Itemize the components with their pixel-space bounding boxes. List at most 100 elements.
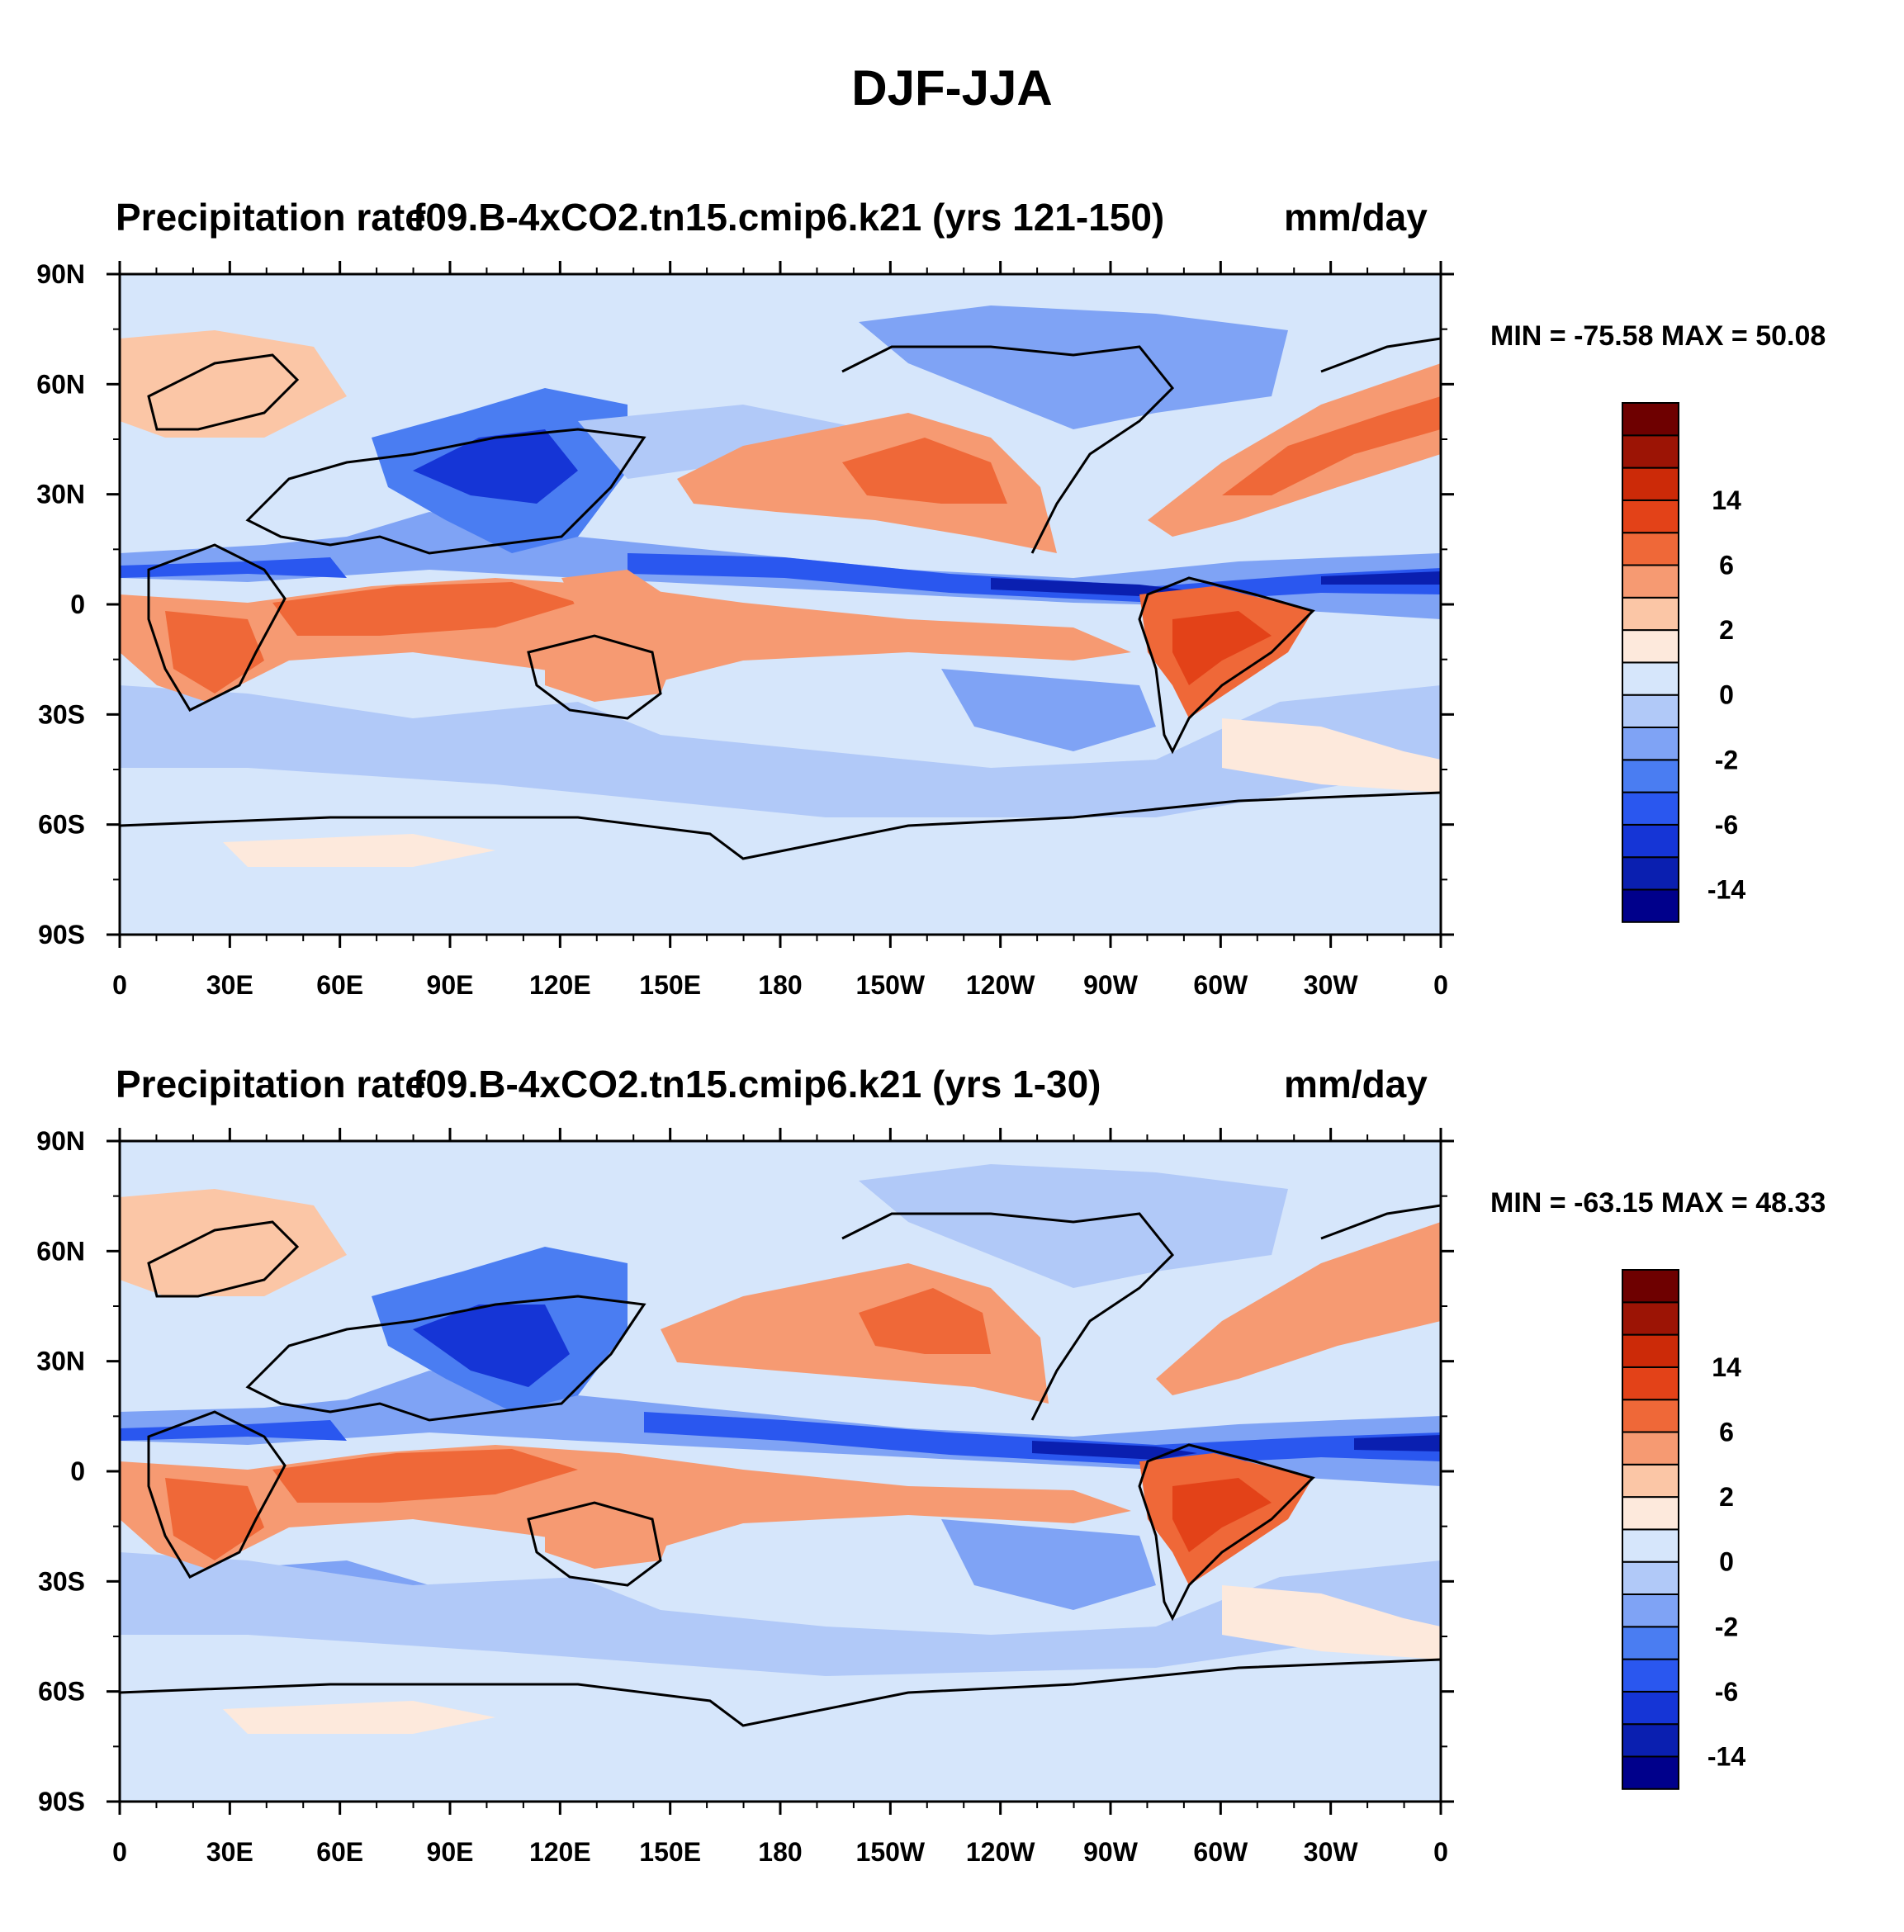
- colorbar-label: -6: [1715, 810, 1738, 840]
- lon-label: 180: [758, 1837, 802, 1867]
- lon-label: 60W: [1193, 1837, 1248, 1867]
- colorbar: 14 6 2 0 -2 -6 -14: [1622, 402, 1745, 923]
- colorbar-box: [1622, 1496, 1679, 1531]
- colorbar-box: [1622, 727, 1679, 761]
- lat-label: 60S: [38, 1677, 85, 1707]
- africa-wet-core: [165, 1478, 264, 1560]
- colorbar-label: 14: [1712, 485, 1741, 515]
- australia-wet: [545, 1494, 677, 1569]
- panel-left-title: Precipitation rate: [116, 196, 426, 239]
- itcz-deep: [991, 571, 1441, 596]
- itcz-deep: [1032, 1435, 1441, 1460]
- lat-label: 0: [70, 1456, 85, 1486]
- lon-label: 120E: [529, 1837, 591, 1867]
- coastlines: [120, 337, 1441, 860]
- colorbar-box: [1622, 661, 1679, 696]
- southern-ocean-dry: [120, 1552, 1441, 1676]
- north-america-dry: [859, 305, 1288, 429]
- lat-label: 90S: [38, 920, 85, 949]
- colorbar: 14 6 2 0 -2 -6 -14: [1622, 1269, 1745, 1790]
- colorbar-box: [1622, 1528, 1679, 1563]
- panel-center-title: f09.B-4xCO2.tn15.cmip6.k21 (yrs 1-30): [413, 1063, 1101, 1106]
- southern-pale-wet: [223, 718, 1441, 867]
- colorbar-box: [1622, 1723, 1679, 1758]
- lat-label: 30N: [36, 480, 85, 509]
- lon-label: 90E: [427, 1837, 474, 1867]
- lon-label: 120W: [966, 1837, 1035, 1867]
- north-pacific-wet-core: [859, 1288, 991, 1354]
- indian-ocean-wet: [272, 1449, 578, 1503]
- colorbar-label: 6: [1719, 551, 1734, 580]
- maritime-continent-wet: [561, 570, 677, 619]
- map-panel-2: Precipitation rate f09.B-4xCO2.tn15.cmip…: [0, 1057, 1904, 1932]
- north-america-dry: [859, 1164, 1288, 1288]
- figure-title: DJF-JJA: [851, 60, 1053, 116]
- colorbar-box: [1622, 1658, 1679, 1693]
- panel-units: mm/day: [1284, 1063, 1428, 1106]
- colorbar-box: [1622, 1431, 1679, 1466]
- coastlines: [120, 1204, 1441, 1727]
- colorbar-label: -6: [1715, 1677, 1738, 1707]
- lon-label: 60E: [316, 970, 363, 1000]
- lon-label: 30E: [206, 970, 253, 1000]
- lat-label: 60N: [36, 369, 85, 399]
- lon-label: 60W: [1193, 970, 1248, 1000]
- colorbar-box: [1622, 1463, 1679, 1499]
- lon-label: 30W: [1304, 970, 1359, 1000]
- lon-label: 180: [758, 970, 802, 1000]
- lon-label: 30W: [1304, 1837, 1359, 1867]
- colorbar-box: [1622, 1560, 1679, 1596]
- lat-label: 60N: [36, 1236, 85, 1266]
- lon-label: 0: [1433, 970, 1448, 1000]
- colorbar-box: [1622, 564, 1679, 599]
- map-panel-1: Precipitation rate f09.B-4xCO2.tn15.cmip…: [0, 190, 1904, 1065]
- colorbar-box: [1622, 791, 1679, 826]
- axis-ticks: 90N 60N 30N 0 30S 60S 90S 0 30E 60E 90E 120E 150E 180…: [36, 259, 1454, 1000]
- colorbar-label: 0: [1719, 680, 1734, 710]
- colorbar-box: [1622, 823, 1679, 859]
- panel-units: mm/day: [1284, 196, 1428, 239]
- precipitation-map-2: 90N 60N 30N 0 30S 60S 90S 0 30E 60E 90E 120E 150E 180…: [36, 1126, 1745, 1867]
- indian-ocean-wet: [272, 582, 578, 636]
- lon-label: 0: [1433, 1837, 1448, 1867]
- australia-wet: [545, 627, 677, 702]
- south-america-core: [1172, 1478, 1272, 1552]
- colorbar-box: [1622, 499, 1679, 534]
- colorbar-box: [1622, 856, 1679, 891]
- south-pacific-dry: [941, 669, 1156, 751]
- precipitation-map-1: 90N 60N 30N 0 30S 60S 90S 0 30E 60E 90E 120E 150E 180…: [36, 259, 1745, 1000]
- colorbar-box: [1622, 1269, 1679, 1304]
- lon-label: 90E: [427, 970, 474, 1000]
- east-asia-core: [413, 1305, 570, 1387]
- africa-wet-core: [165, 611, 264, 694]
- colorbar-label: -14: [1707, 1742, 1745, 1772]
- panel-center-title: f09.B-4xCO2.tn15.cmip6.k21 (yrs 121-150): [413, 196, 1165, 239]
- colorbar-box: [1622, 1366, 1679, 1401]
- panel-min-max: MIN = -63.15 MAX = 48.33: [1490, 1187, 1826, 1219]
- colorbar-label: 14: [1712, 1352, 1741, 1382]
- colorbar-label: 2: [1719, 615, 1734, 645]
- colorbar-box: [1622, 596, 1679, 632]
- panel-min-max: MIN = -75.58 MAX = 50.08: [1490, 320, 1826, 352]
- lat-label: 90N: [36, 259, 85, 289]
- lon-label: 30E: [206, 1837, 253, 1867]
- lon-label: 120E: [529, 970, 591, 1000]
- north-atlantic-wet: [1156, 1222, 1441, 1395]
- lat-label: 30N: [36, 1347, 85, 1376]
- europe-wet: [120, 330, 347, 438]
- colorbar-box: [1622, 694, 1679, 729]
- colorbar-box: [1622, 466, 1679, 501]
- lat-label: 30S: [38, 699, 85, 729]
- axis-ticks: 90N 60N 30N 0 30S 60S 90S 0 30E 60E 90E 120E 150E 180…: [36, 1126, 1454, 1867]
- colorbar-box: [1622, 759, 1679, 793]
- lon-label: 0: [112, 1837, 127, 1867]
- south-america-core: [1172, 611, 1272, 685]
- east-asia-core: [413, 429, 578, 504]
- lon-label: 150W: [856, 970, 926, 1000]
- north-pacific-wet-core: [842, 438, 1007, 504]
- colorbar-box: [1622, 532, 1679, 566]
- lon-label: 90W: [1083, 1837, 1139, 1867]
- europe-wet: [120, 1189, 347, 1296]
- colorbar-box: [1622, 1690, 1679, 1726]
- colorbar-box: [1622, 434, 1679, 469]
